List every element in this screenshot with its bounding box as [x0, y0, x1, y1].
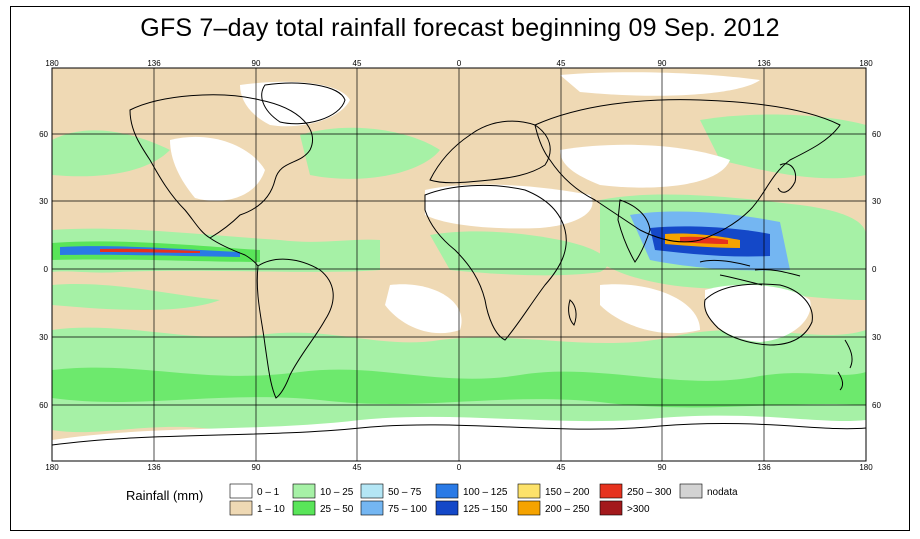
north-pacific-rain-band: [52, 130, 170, 177]
legend-label: 25 – 50: [320, 504, 354, 515]
south-pacific-band: [52, 283, 220, 310]
left-tick: 30: [39, 197, 48, 206]
bottom-tick: 180: [859, 463, 873, 472]
legend-label: 10 – 25: [320, 487, 354, 498]
bottom-tick: 90: [658, 463, 667, 472]
legend-swatch: [292, 483, 316, 499]
africa-outline: [424, 184, 567, 341]
arctic-dry: [560, 72, 760, 96]
legend-swatch: [435, 500, 459, 516]
greenland-outline: [261, 82, 346, 125]
legend-label: 100 – 125: [463, 487, 508, 498]
east-pacific-rain-band: [700, 114, 866, 179]
legend-swatch: [229, 500, 253, 516]
top-tick: 180: [45, 59, 59, 68]
legend-swatch: [517, 500, 541, 516]
greenland-dry: [240, 81, 350, 127]
top-tick: 136: [757, 59, 771, 68]
central-america-outline: [209, 237, 259, 267]
legend-items: 0 – 1 1 – 10 10 – 25 25 – 50 50 – 75 75 – 100…: [229, 483, 738, 516]
figure-frame: [10, 6, 910, 531]
south-indian-dry: [600, 284, 700, 334]
right-tick: 30: [872, 333, 881, 342]
legend-label: 0 – 1: [257, 487, 280, 498]
bottom-tick: 90: [252, 463, 261, 472]
north-america-dry: [170, 136, 265, 201]
north-atlantic-rain-band: [300, 127, 440, 179]
legend-label: nodata: [707, 487, 738, 498]
top-tick: 90: [252, 59, 261, 68]
asia-outline: [534, 99, 841, 243]
top-tick-labels: 180 136 90 45 0 45 90 136 180: [45, 59, 873, 68]
legend-swatch: [435, 483, 459, 499]
japan-outline: [777, 163, 797, 193]
top-tick: 45: [557, 59, 566, 68]
europe-outline: [429, 120, 551, 184]
asia-monsoon-peak: [680, 236, 728, 244]
new-zealand-outline: [837, 339, 853, 391]
australia-dry: [705, 284, 811, 342]
top-tick: 90: [658, 59, 667, 68]
bottom-tick: 136: [757, 463, 771, 472]
antarctica-outline: [52, 423, 866, 446]
right-tick: 30: [872, 197, 881, 206]
legend-label: 200 – 250: [545, 504, 590, 515]
continent-outlines: [52, 82, 866, 446]
south-america-outline: [256, 258, 334, 399]
map-field: [52, 68, 866, 461]
top-tick: 0: [457, 59, 462, 68]
legend-swatch: [360, 483, 384, 499]
graticule: [52, 68, 866, 461]
legend-label: 125 – 150: [463, 504, 508, 515]
south-atlantic-dry: [385, 284, 462, 334]
legend-title: Rainfall (mm): [126, 488, 203, 503]
sahara-dry: [425, 184, 593, 229]
map-title: GFS 7–day total rainfall forecast beginn…: [140, 14, 780, 42]
bottom-tick: 136: [147, 463, 161, 472]
legend-swatch: [292, 500, 316, 516]
legend-swatch: [360, 500, 384, 516]
itcz-extreme: [100, 248, 200, 253]
bottom-tick: 0: [457, 463, 462, 472]
australia-outline: [704, 283, 813, 346]
left-tick: 30: [39, 333, 48, 342]
bottom-tick: 45: [557, 463, 566, 472]
legend-label: 150 – 200: [545, 487, 590, 498]
legend-label: 1 – 10: [257, 504, 285, 515]
right-tick: 60: [872, 130, 881, 139]
legend-label: 250 – 300: [627, 487, 672, 498]
bottom-tick: 180: [45, 463, 59, 472]
bottom-tick: 45: [353, 463, 362, 472]
map-border: [51, 67, 867, 462]
top-tick: 45: [353, 59, 362, 68]
right-tick: 60: [872, 401, 881, 410]
africa-tropical-band: [430, 231, 608, 276]
bottom-tick-labels: 180 136 90 45 0 45 90 136 180: [45, 463, 873, 472]
legend-swatch: [679, 483, 703, 499]
left-tick-labels: 60 30 0 30 60: [39, 130, 48, 410]
legend-swatch: [599, 500, 623, 516]
left-tick: 0: [44, 265, 49, 274]
madagascar-outline: [568, 299, 577, 326]
india-outline: [617, 199, 651, 263]
right-tick: 0: [872, 265, 877, 274]
left-tick: 60: [39, 130, 48, 139]
legend-swatch: [599, 483, 623, 499]
top-tick: 136: [147, 59, 161, 68]
legend-label: 50 – 75: [388, 487, 422, 498]
legend: Rainfall (mm) 0 – 1 1 – 10 10 – 25 25 – 50 5…: [126, 483, 738, 516]
north-america-outline: [129, 94, 313, 239]
legend-label: >300: [627, 504, 650, 515]
top-tick: 180: [859, 59, 873, 68]
right-tick-labels: 60 30 0 30 60: [872, 130, 881, 410]
legend-swatch: [517, 483, 541, 499]
legend-swatch: [229, 483, 253, 499]
legend-label: 75 – 100: [388, 504, 427, 515]
central-asia-dry: [560, 144, 730, 188]
left-tick: 60: [39, 401, 48, 410]
